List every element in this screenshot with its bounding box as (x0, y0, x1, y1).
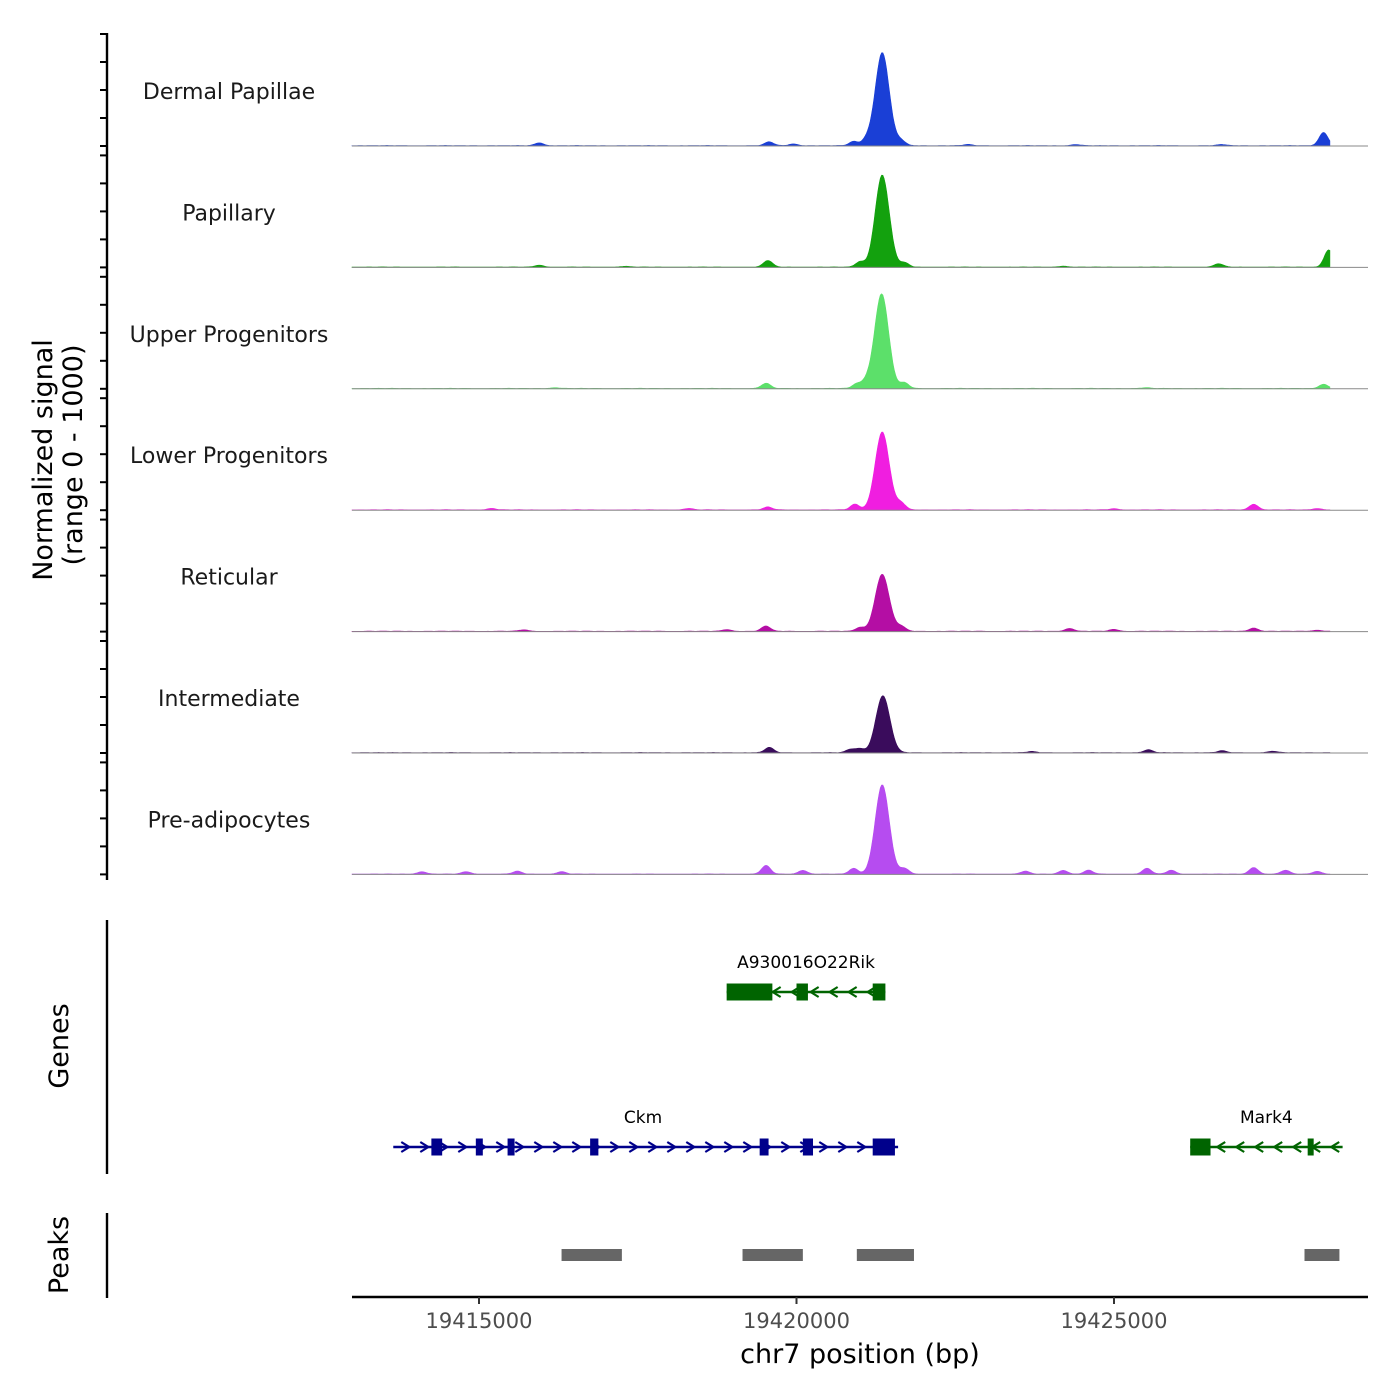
strand-arrow (780, 1141, 792, 1153)
coverage-area-3 (351, 431, 1331, 511)
track-label-5: Intermediate (158, 687, 300, 712)
coverage-area-4 (351, 574, 1331, 632)
track-6: Pre-adipocytes (148, 784, 1368, 875)
strand-arrow (685, 1141, 697, 1153)
strand-arrow (827, 986, 839, 998)
strand-arrow (1234, 1141, 1245, 1153)
genes-panel: A930016O22Rik Ckm Mark4 (105, 920, 1343, 1174)
strand-arrow (723, 1141, 735, 1153)
strand-arrow (1253, 1141, 1264, 1153)
strand-arrow (1272, 1141, 1283, 1153)
peaks-panel (105, 1213, 1340, 1298)
gene-Ckm: Ckm (393, 1108, 899, 1156)
x-tick-label: 19420000 (743, 1309, 850, 1333)
gene-exon (796, 983, 808, 1001)
track-label-3: Lower Progenitors (130, 444, 328, 469)
strand-arrow (419, 1141, 431, 1153)
coverage-area-1 (351, 174, 1331, 268)
coverage-area-6 (351, 784, 1331, 875)
strand-arrow (856, 1141, 868, 1153)
x-tick-label: 19425000 (1061, 1309, 1168, 1333)
strand-arrow (400, 1141, 412, 1153)
strand-arrow (704, 1141, 716, 1153)
gene-exon (872, 1138, 895, 1156)
strand-arrow (533, 1141, 545, 1153)
coverage-area-0 (351, 52, 1331, 147)
strand-arrow (609, 1141, 621, 1153)
gene-exon (590, 1138, 599, 1156)
track-4: Reticular (180, 566, 1368, 633)
strand-arrow (837, 1141, 849, 1153)
track-label-6: Pre-adipocytes (148, 808, 311, 833)
strand-arrow (770, 986, 782, 998)
gene-label: Mark4 (1240, 1108, 1293, 1128)
strand-arrow (457, 1141, 469, 1153)
track-label-2: Upper Progenitors (130, 323, 329, 348)
track-2: Upper Progenitors (130, 293, 1368, 390)
gene-Mark4: Mark4 (1190, 1108, 1343, 1156)
y-axis-title-line1: Normalized signal (28, 339, 59, 581)
signal-y-axis (100, 33, 109, 880)
gene-label: A930016O22Rik (737, 953, 875, 973)
track-label-0: Dermal Papillae (143, 80, 315, 105)
coverage-tracks: Dermal Papillae Papillary Upper Progenitor… (130, 52, 1368, 875)
gene-exon (431, 1138, 443, 1156)
y-axis-title-line2: (range 0 - 1000) (58, 345, 89, 566)
track-0: Dermal Papillae (143, 52, 1368, 147)
coverage-area-5 (351, 695, 1331, 754)
strand-arrow (1291, 1141, 1302, 1153)
strand-arrow (666, 1141, 678, 1153)
strand-arrow (495, 1141, 507, 1153)
gene-exon (759, 1138, 769, 1156)
peak-region (1304, 1249, 1340, 1261)
strand-arrow (514, 1141, 526, 1153)
strand-arrow (1215, 1141, 1226, 1153)
coverage-area-2 (351, 293, 1331, 390)
strand-arrow (1329, 1141, 1340, 1153)
gene-label: Ckm (624, 1108, 662, 1128)
strand-arrow (808, 986, 820, 998)
peaks-panel-title: Peaks (44, 1216, 75, 1294)
x-tick-label: 19415000 (426, 1309, 533, 1333)
x-axis: 19415000 19420000 19425000 (352, 1295, 1368, 1333)
gene-exon (802, 1138, 814, 1156)
gene-exon (726, 983, 773, 1001)
track-1: Papillary (182, 174, 1368, 268)
x-axis-title: chr7 position (bp) (740, 1339, 980, 1370)
peak-region (561, 1249, 622, 1261)
strand-arrow (846, 986, 858, 998)
track-label-1: Papillary (182, 201, 276, 226)
strand-arrow (742, 1141, 754, 1153)
gene-A930016O22Rik: A930016O22Rik (726, 953, 886, 1001)
strand-arrow (571, 1141, 583, 1153)
gene-exon (475, 1138, 483, 1156)
track-5: Intermediate (158, 687, 1368, 754)
strand-arrow (647, 1141, 659, 1153)
strand-arrow (552, 1141, 564, 1153)
gene-exon (1190, 1138, 1211, 1156)
genes-panel-title: Genes (44, 1003, 75, 1088)
gene-exon (507, 1138, 515, 1156)
strand-arrow (628, 1141, 640, 1153)
gene-exon (1307, 1138, 1314, 1156)
peak-region (742, 1249, 803, 1261)
peak-region (856, 1249, 914, 1261)
track-3: Lower Progenitors (130, 431, 1368, 511)
track-label-4: Reticular (180, 566, 278, 591)
gene-exon (872, 983, 886, 1001)
strand-arrow (818, 1141, 830, 1153)
